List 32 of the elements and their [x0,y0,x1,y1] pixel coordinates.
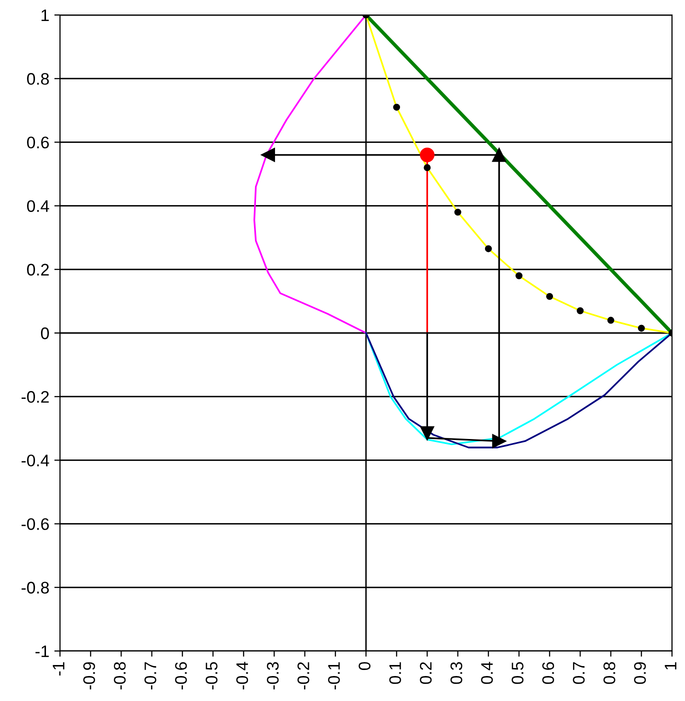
y-tick-label: -0.4 [22,454,50,466]
x-tick-label: -0.4 [236,662,248,690]
x-tick-label: 0.6 [542,662,554,684]
x-tick-label: -0.2 [297,662,310,690]
x-tick-label: -0.9 [83,662,96,690]
x-tick-label: 0.8 [603,662,616,684]
x-tick-label: 0.5 [512,662,524,684]
x-tick-label: 0 [358,662,370,670]
y-tick-label: 0.4 [27,200,50,212]
x-tick-label: -0.6 [175,662,187,690]
y-tick-label: 0.8 [27,73,49,85]
x-tick-label: 0.4 [481,662,493,684]
x-tick-label: -0.8 [114,662,126,690]
y-tick-label: -0.8 [22,582,49,594]
y-tick-label: 0 [40,327,49,340]
y-tick-label: -0.2 [22,391,49,403]
x-tick-label: -1 [52,662,64,676]
y-tick-label: 0.2 [27,264,49,276]
x-tick-label: 0.1 [389,662,402,684]
x-tick-label: 0.7 [572,662,585,684]
x-tick-label: -0.5 [206,662,218,690]
y-tick-label: -1 [36,646,49,658]
y-tick-label: 0.6 [27,136,49,148]
x-tick-label: 0.9 [634,662,646,684]
y-tick-label: 1 [42,10,49,22]
x-tick-label: 1 [664,662,676,670]
x-tick-label: -0.3 [266,662,279,690]
x-tick-label: -0.7 [144,662,156,690]
x-tick-label: 0.2 [420,662,432,684]
x-tick-label: 0.3 [450,662,462,684]
y-tick-label: -0.6 [22,518,49,530]
x-tick-label: -0.1 [328,662,340,690]
